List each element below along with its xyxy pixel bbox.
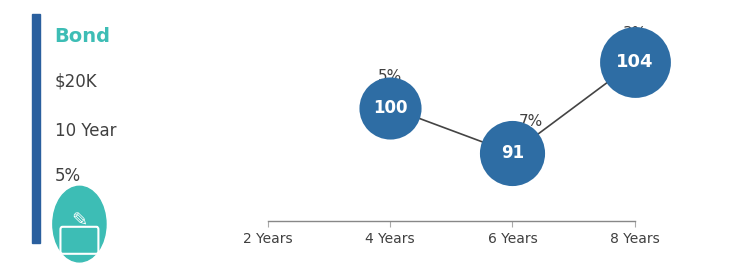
Circle shape (53, 186, 106, 262)
Text: ✎: ✎ (72, 212, 88, 231)
Text: 3%: 3% (623, 26, 647, 41)
Bar (32, 14, 39, 243)
Point (385, 105, 396, 110)
Text: 100: 100 (373, 99, 407, 117)
Point (507, 151, 518, 155)
Text: $20K: $20K (55, 73, 97, 91)
Text: 5%: 5% (55, 167, 81, 185)
Text: 91: 91 (501, 144, 524, 162)
Text: 7%: 7% (519, 114, 543, 129)
Text: Bond: Bond (55, 27, 111, 46)
Text: 5%: 5% (378, 69, 402, 84)
Text: 104: 104 (616, 53, 653, 71)
Text: 10 Year: 10 Year (55, 122, 116, 140)
Point (629, 60, 641, 64)
